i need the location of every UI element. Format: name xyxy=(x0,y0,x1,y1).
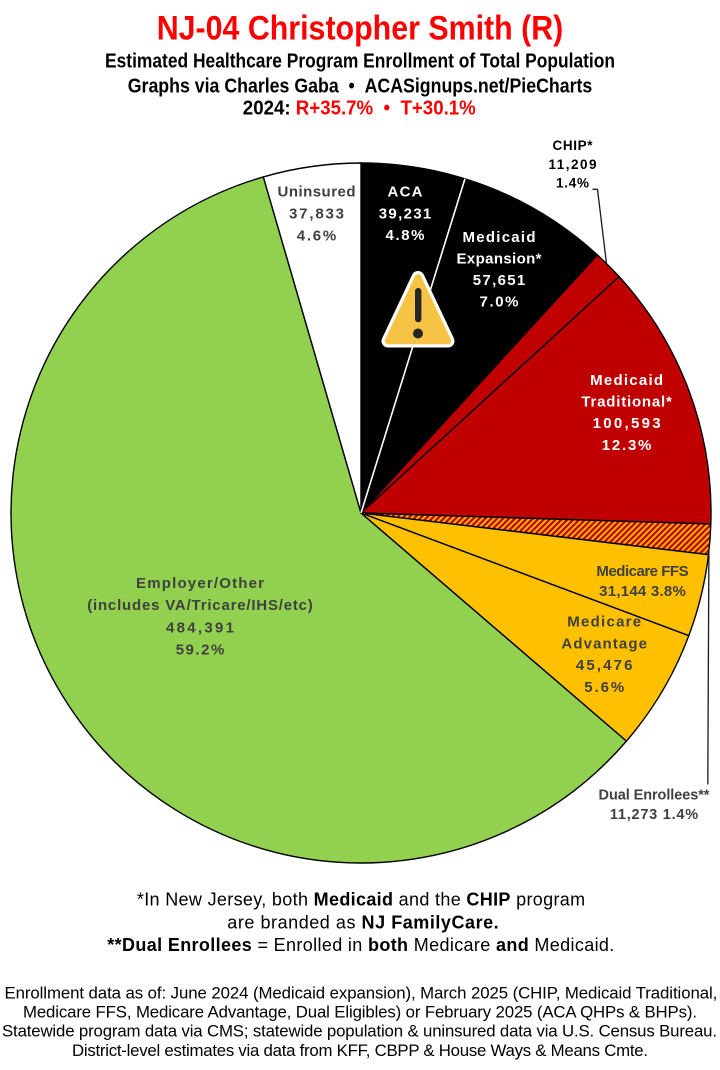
svg-text:7.0%: 7.0% xyxy=(480,293,519,310)
svg-text:Medicare: Medicare xyxy=(567,613,641,630)
svg-text:1.4%: 1.4% xyxy=(556,176,589,191)
svg-text:4.8%: 4.8% xyxy=(386,227,425,244)
svg-text:Medicare FFS, Medicare Advanta: Medicare FFS, Medicare Advantage, Dual E… xyxy=(23,1003,697,1022)
svg-text:5.6%: 5.6% xyxy=(584,679,624,696)
svg-text:Medicaid: Medicaid xyxy=(590,372,663,389)
svg-text:Expansion*: Expansion* xyxy=(457,250,542,267)
svg-text:2024: R+35.7% • T+30.1%: 2024: R+35.7% • T+30.1% xyxy=(243,97,476,119)
svg-text:Enrollment data as of: June 20: Enrollment data as of: June 2024 (Medica… xyxy=(5,983,718,1002)
svg-text:CHIP*: CHIP* xyxy=(553,138,594,153)
svg-text:Traditional*: Traditional* xyxy=(581,393,672,410)
svg-text:Employer/Other: Employer/Other xyxy=(136,575,264,592)
svg-text:11,273 1.4%: 11,273 1.4% xyxy=(610,807,698,823)
svg-text:ACA: ACA xyxy=(388,184,423,201)
svg-text:Medicaid: Medicaid xyxy=(463,229,536,246)
svg-text:31,144 3.8%: 31,144 3.8% xyxy=(599,583,686,600)
svg-text:484,391: 484,391 xyxy=(166,619,234,636)
svg-text:57,651: 57,651 xyxy=(473,272,526,289)
svg-text:11,209: 11,209 xyxy=(549,157,597,172)
svg-text:**Dual Enrollees = Enrolled in: **Dual Enrollees = Enrolled in both Medi… xyxy=(107,935,614,955)
svg-text:*In New Jersey, both Medicaid: *In New Jersey, both Medicaid and the CH… xyxy=(137,889,585,909)
svg-text:4.6%: 4.6% xyxy=(297,228,337,245)
svg-text:39,231: 39,231 xyxy=(379,205,432,222)
svg-text:37,833: 37,833 xyxy=(289,205,344,222)
svg-text:Uninsured: Uninsured xyxy=(278,183,356,200)
svg-text:District-level estimates via d: District-level estimates via data from K… xyxy=(72,1041,648,1060)
svg-text:Graphs via Charles Gaba • AC: Graphs via Charles Gaba • ACASignups.net… xyxy=(128,75,593,97)
svg-text:Estimated Healthcare Program E: Estimated Healthcare Program Enrollment … xyxy=(105,51,615,73)
svg-text:NJ-04 Christopher Smith (R): NJ-04 Christopher Smith (R) xyxy=(157,9,564,47)
svg-text:Medicare FFS: Medicare FFS xyxy=(596,563,688,580)
svg-text:are branded as NJ FamilyCare.: are branded as NJ FamilyCare. xyxy=(227,912,498,932)
svg-text:Advantage: Advantage xyxy=(561,635,647,652)
svg-text:Statewide program data via CMS: Statewide program data via CMS; statewid… xyxy=(2,1022,717,1041)
svg-text:Dual Enrollees**: Dual Enrollees** xyxy=(599,788,710,804)
svg-text:45,476: 45,476 xyxy=(576,657,633,674)
svg-text:(includes VA/Tricare/IHS/etc): (includes VA/Tricare/IHS/etc) xyxy=(87,597,313,614)
svg-text:100,593: 100,593 xyxy=(593,415,661,432)
